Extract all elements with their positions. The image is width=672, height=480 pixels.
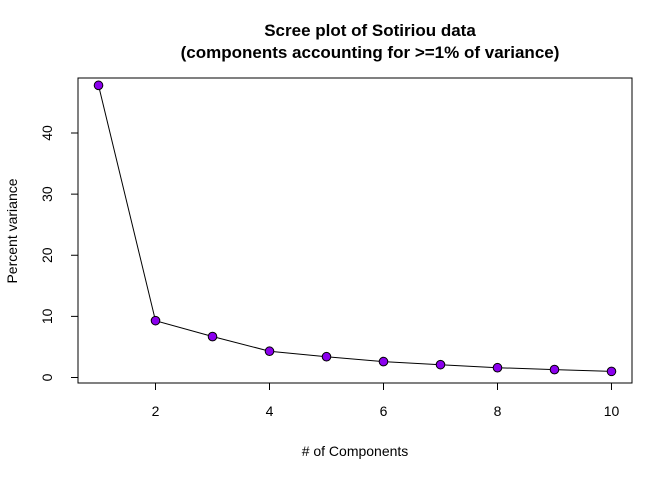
data-point bbox=[606, 366, 617, 377]
x-axis-label: # of Components bbox=[302, 443, 409, 459]
y-axis: 0 10 20 30 40 bbox=[39, 125, 79, 381]
data-point bbox=[207, 331, 218, 342]
y-tick-label: 10 bbox=[39, 308, 55, 324]
x-axis: 2 4 6 8 10 bbox=[152, 382, 620, 419]
data-point bbox=[93, 80, 104, 91]
chart-subtitle: (components accounting for >=1% of varia… bbox=[181, 43, 560, 62]
y-tick-label: 40 bbox=[39, 125, 55, 141]
chart-title: Scree plot of Sotiriou data bbox=[264, 21, 476, 40]
data-point bbox=[378, 356, 389, 367]
y-axis-label: Percent variance bbox=[4, 178, 20, 283]
data-point bbox=[321, 351, 332, 362]
plot-frame bbox=[77, 77, 633, 384]
x-tick-label: 8 bbox=[494, 403, 502, 419]
data-point bbox=[492, 362, 503, 373]
y-tick-label: 30 bbox=[39, 186, 55, 202]
data-point bbox=[264, 346, 275, 357]
y-tick-label: 0 bbox=[39, 373, 55, 381]
x-tick-label: 10 bbox=[604, 403, 620, 419]
x-tick-label: 2 bbox=[152, 403, 160, 419]
series-percent-variance bbox=[93, 80, 617, 377]
x-tick-label: 6 bbox=[380, 403, 388, 419]
y-tick-label: 20 bbox=[39, 247, 55, 263]
series-line bbox=[98, 85, 612, 372]
data-point bbox=[549, 364, 560, 375]
data-point bbox=[435, 359, 446, 370]
data-point bbox=[150, 315, 161, 326]
x-tick-label: 4 bbox=[266, 403, 274, 419]
